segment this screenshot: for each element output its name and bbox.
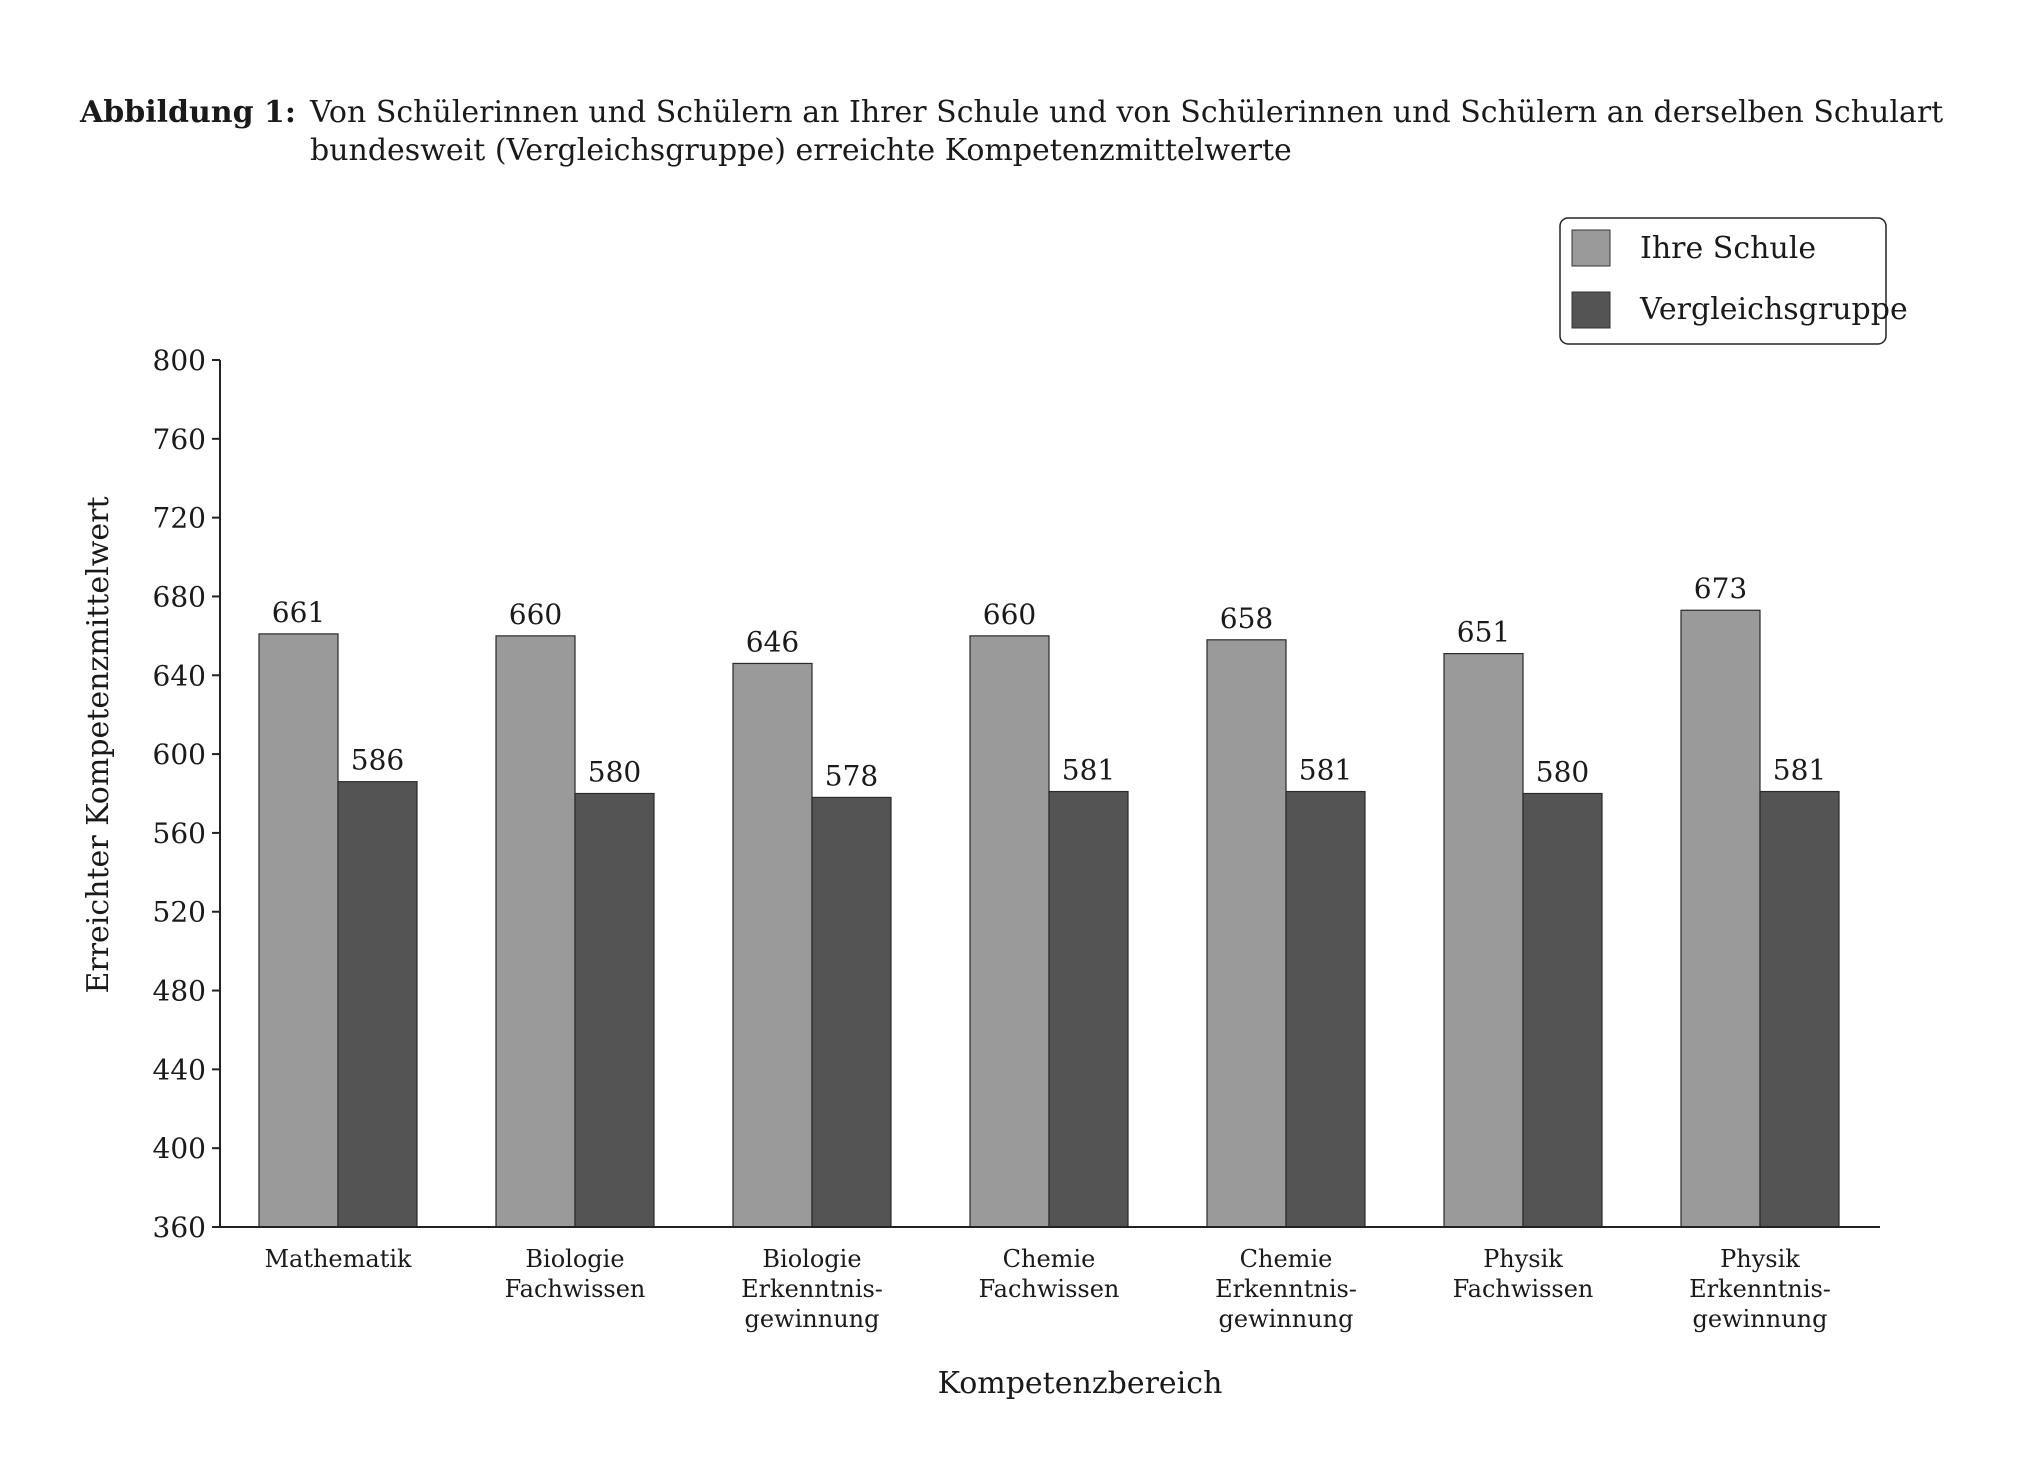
bar-value-label: 581	[1773, 754, 1826, 787]
x-category-label: Chemie Fachwissen	[979, 1245, 1120, 1303]
bar-value-label: 658	[1220, 602, 1273, 635]
bar-ihre-schule	[495, 635, 576, 1228]
x-category-label: Biologie Erkenntnis-gewinnung	[741, 1245, 883, 1333]
bar-ihre-schule	[1206, 639, 1287, 1228]
y-tick-label: 560	[153, 817, 206, 850]
legend-box	[1559, 217, 1887, 345]
bar-vergleichsgruppe	[1048, 790, 1129, 1228]
x-category-label: Physik Erkenntnis-gewinnung	[1689, 1245, 1831, 1333]
y-tick-label: 480	[153, 975, 206, 1008]
y-axis-title: Erreichter Kompetenzmittelwert	[81, 496, 116, 993]
y-tick-label: 800	[153, 344, 206, 377]
x-category-label: Physik Fachwissen	[1453, 1245, 1594, 1303]
x-axis: Mathematik Biologie Fachwissen Biologie Erke…	[220, 1226, 1880, 1333]
legend-swatch-vergleichsgruppe	[1571, 291, 1611, 329]
bar-ihre-schule	[1443, 652, 1524, 1228]
legend-swatch-ihre-schule	[1571, 229, 1611, 267]
x-category-label: Chemie Erkenntnis-gewinnung	[1215, 1245, 1357, 1333]
bar-ihre-schule	[1680, 609, 1761, 1228]
y-tick-label: 720	[153, 502, 206, 535]
bar-value-label: 581	[1062, 754, 1115, 787]
x-axis-title: Kompetenzbereich	[938, 1366, 1223, 1401]
bar-value-label: 586	[351, 744, 404, 777]
bar-value-label: 661	[272, 596, 325, 629]
bar-ihre-schule	[969, 635, 1050, 1228]
bar-value-label: 581	[1299, 754, 1352, 787]
bar-value-label: 673	[1694, 572, 1747, 605]
y-tick-label: 640	[153, 659, 206, 692]
bars: 661 586 660 580 646 578 660 581 658 581 651 580 673 5…	[258, 572, 1840, 1228]
y-tick-label: 600	[153, 738, 206, 771]
y-tick-label: 680	[153, 580, 206, 613]
bar-vergleichsgruppe	[1759, 790, 1840, 1228]
x-category-label: Biologie Fachwissen	[505, 1245, 646, 1303]
y-tick-label: 440	[153, 1053, 206, 1086]
x-category-label: Mathematik	[264, 1245, 412, 1273]
bar-vergleichsgruppe	[337, 781, 418, 1228]
bar-vergleichsgruppe	[574, 792, 655, 1228]
bar-value-label: 578	[825, 759, 878, 792]
caption-text: Von Schülerinnen und Schülern an Ihrer S…	[310, 95, 1944, 168]
figure-caption: Abbildung 1: Von Schülerinnen und Schüle…	[80, 94, 1980, 170]
bar-vergleichsgruppe	[1285, 790, 1366, 1228]
legend-label-ihre-schule: Ihre Schule	[1640, 231, 1816, 266]
bar-value-label: 660	[509, 598, 562, 631]
y-tick-label: 360	[153, 1211, 206, 1244]
bar-vergleichsgruppe	[811, 796, 892, 1228]
y-tick-label: 760	[153, 423, 206, 456]
bar-vergleichsgruppe	[1522, 792, 1603, 1228]
caption-label: Abbildung 1:	[80, 95, 296, 130]
y-tick-label: 520	[153, 896, 206, 929]
bar-value-label: 660	[983, 598, 1036, 631]
bar-value-label: 651	[1457, 616, 1510, 649]
y-axis: 360 400 440 480 520 560 600 640 680 720 760 800	[153, 344, 221, 1244]
legend-label-vergleichsgruppe: Vergleichsgruppe	[1639, 292, 1908, 327]
bar-value-label: 580	[588, 756, 641, 789]
bar-value-label: 580	[1536, 756, 1589, 789]
legend: Ihre Schule Vergleichsgruppe	[1559, 217, 1908, 345]
y-tick-label: 400	[153, 1132, 206, 1165]
bar-ihre-schule	[732, 662, 813, 1228]
bar-ihre-schule	[258, 633, 339, 1228]
bar-value-label: 646	[746, 625, 799, 658]
